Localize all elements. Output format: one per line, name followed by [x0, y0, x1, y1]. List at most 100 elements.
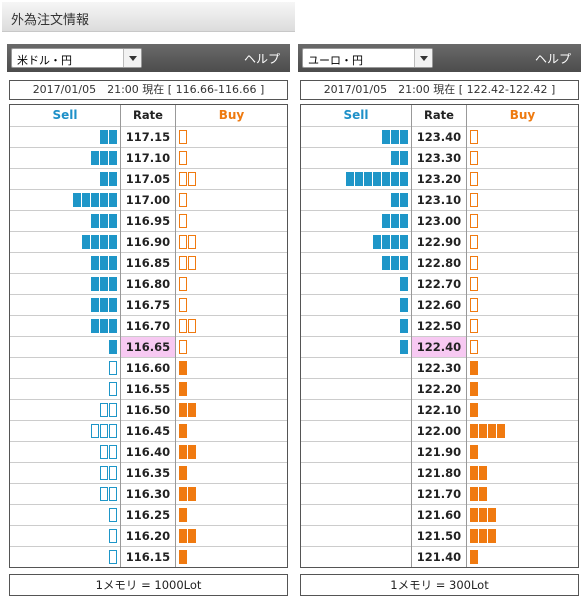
sell-volume [301, 295, 411, 315]
buy-block-outline [188, 172, 196, 186]
chevron-down-icon[interactable] [414, 49, 432, 67]
buy-volume [467, 484, 578, 504]
buy-block [179, 487, 187, 501]
buy-volume [467, 421, 578, 441]
order-book-row: 116.50 [10, 399, 287, 420]
buy-volume [176, 505, 287, 525]
buy-block-outline [470, 172, 478, 186]
sell-volume [10, 274, 120, 294]
order-book-header: Sell Rate Buy [10, 105, 287, 126]
column-divider [466, 105, 467, 567]
rate-value: 122.60 [416, 298, 462, 312]
column-divider [175, 105, 176, 567]
buy-volume [467, 148, 578, 168]
rate-value: 116.85 [125, 256, 171, 270]
order-book-header: Sell Rate Buy [301, 105, 578, 126]
order-book-row: 116.95 [10, 210, 287, 231]
rate-value: 116.40 [125, 445, 171, 459]
rate-value: 121.60 [416, 508, 462, 522]
currency-pair-select[interactable]: 米ドル・円 [11, 48, 142, 68]
rate-timestamp: 2017/01/05 21:00 現在 [ 116.66-116.66 ] [9, 80, 288, 100]
sell-volume [10, 442, 120, 462]
sell-block-outline [109, 487, 117, 501]
sell-block [100, 193, 108, 207]
rate-value: 116.50 [125, 403, 171, 417]
buy-block-outline [470, 130, 478, 144]
rate-value: 116.25 [125, 508, 171, 522]
rate-timestamp: 2017/01/05 21:00 現在 [ 122.42-122.42 ] [300, 80, 579, 100]
order-book-row: 122.80 [301, 252, 578, 273]
buy-volume [176, 295, 287, 315]
buy-block-outline [470, 214, 478, 228]
buy-volume [176, 169, 287, 189]
chevron-down-icon[interactable] [123, 49, 141, 67]
order-book-row: 121.80 [301, 462, 578, 483]
buy-block [488, 424, 496, 438]
buy-volume [176, 148, 287, 168]
order-book-row: 116.70 [10, 315, 287, 336]
buy-header: Buy [509, 108, 536, 122]
buy-block [479, 424, 487, 438]
buy-volume [467, 211, 578, 231]
sell-block [82, 235, 90, 249]
buy-block [188, 403, 196, 417]
sell-block [400, 193, 408, 207]
rate-value: 123.20 [416, 172, 462, 186]
sell-block [109, 130, 117, 144]
rate-value: 116.55 [125, 382, 171, 396]
rate-value: 121.50 [416, 529, 462, 543]
buy-volume [176, 253, 287, 273]
buy-block [179, 508, 187, 522]
sell-block [382, 256, 390, 270]
rate-value: 121.90 [416, 445, 462, 459]
buy-volume [176, 547, 287, 567]
sell-volume [10, 400, 120, 420]
rate-value: 122.50 [416, 319, 462, 333]
buy-volume [176, 211, 287, 231]
buy-volume [467, 169, 578, 189]
currency-pair-select[interactable]: ユーロ・円 [302, 48, 433, 68]
sell-block [109, 235, 117, 249]
buy-volume [176, 484, 287, 504]
sell-block [100, 214, 108, 228]
order-book-row: 123.10 [301, 189, 578, 210]
help-link[interactable]: ヘルプ [534, 52, 571, 66]
sell-volume [10, 463, 120, 483]
sell-block-outline [100, 445, 108, 459]
buy-block-outline [470, 319, 478, 333]
buy-volume [176, 274, 287, 294]
sell-block [391, 235, 399, 249]
buy-block-outline [470, 193, 478, 207]
order-book-row: 121.70 [301, 483, 578, 504]
rate-header: Rate [424, 108, 454, 122]
buy-block [470, 424, 478, 438]
eur-jpy-panel: ユーロ・円 ヘルプ 2017/01/05 21:00 現在 [ 122.42-1… [298, 44, 581, 597]
rate-value: 123.00 [416, 214, 462, 228]
order-book-row: 116.90 [10, 231, 287, 252]
help-link[interactable]: ヘルプ [243, 52, 280, 66]
order-book-row: 122.70 [301, 273, 578, 294]
buy-block [470, 529, 478, 543]
sell-block [391, 256, 399, 270]
sell-volume [10, 358, 120, 378]
order-book-row: 116.45 [10, 420, 287, 441]
sell-block [100, 298, 108, 312]
buy-block-outline [470, 277, 478, 291]
buy-volume [467, 295, 578, 315]
buy-block-outline [179, 235, 187, 249]
rate-value: 117.15 [125, 130, 171, 144]
sell-block-outline [109, 529, 117, 543]
sell-volume [301, 526, 411, 546]
order-book-row: 122.60 [301, 294, 578, 315]
sell-block [391, 214, 399, 228]
buy-block-outline [188, 256, 196, 270]
buy-volume [467, 463, 578, 483]
rate-header: Rate [133, 108, 163, 122]
buy-block [188, 445, 196, 459]
rate-value: 116.70 [125, 319, 171, 333]
sell-block-outline [109, 403, 117, 417]
sell-block-outline [109, 424, 117, 438]
sell-volume [10, 253, 120, 273]
sell-block [382, 235, 390, 249]
buy-volume [467, 505, 578, 525]
